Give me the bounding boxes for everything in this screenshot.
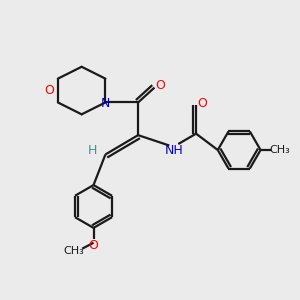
- Text: O: O: [45, 84, 55, 97]
- Text: O: O: [198, 98, 208, 110]
- Text: CH₃: CH₃: [269, 145, 290, 155]
- Text: O: O: [155, 79, 165, 92]
- Text: H: H: [88, 144, 98, 158]
- Text: N: N: [101, 98, 110, 110]
- Text: O: O: [88, 238, 98, 252]
- Text: NH: NH: [164, 144, 183, 158]
- Text: CH₃: CH₃: [64, 246, 84, 256]
